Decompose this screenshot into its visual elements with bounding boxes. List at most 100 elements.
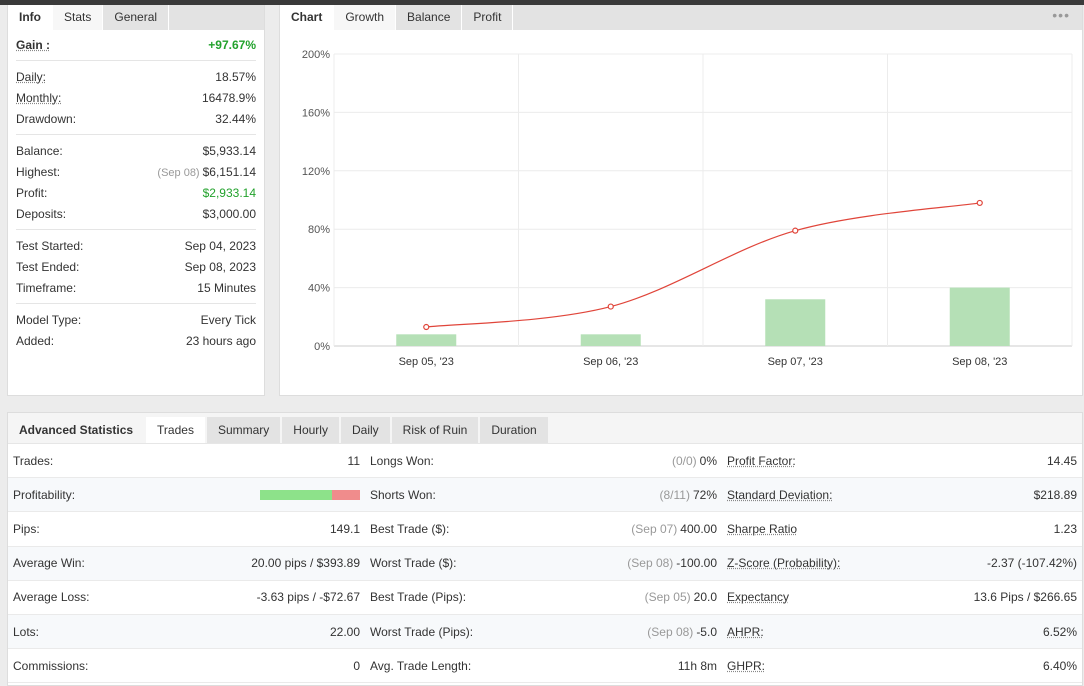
divider — [16, 229, 256, 230]
y-tick-label: 120% — [302, 166, 330, 178]
tab-balance[interactable]: Balance — [396, 5, 463, 30]
stat-label: Best Trade (Pips): — [370, 590, 467, 605]
test-started-value: Sep 04, 2023 — [184, 238, 256, 253]
stat-cell: AHPR: 6.52% — [722, 615, 1082, 648]
stat-label[interactable]: Expectancy — [727, 590, 790, 605]
stat-label[interactable]: AHPR: — [727, 624, 764, 639]
test-started-row: Test Started: Sep 04, 2023 — [16, 235, 256, 256]
balance-value: $5,933.14 — [202, 143, 256, 158]
deposits-row: Deposits: $3,000.00 — [16, 203, 256, 224]
stat-label[interactable]: Profit Factor: — [727, 453, 796, 468]
stats-table: Trades: 11 Longs Won: (0/0) 0% Profit Factor:… — [8, 444, 1082, 684]
added-label: Added: — [16, 333, 55, 348]
stat-label[interactable]: Sharpe Ratio — [727, 521, 798, 536]
tab-profit[interactable]: Profit — [462, 5, 514, 30]
tab-stats[interactable]: Stats — [53, 5, 104, 30]
monthly-value: 16478.9% — [201, 90, 256, 105]
balance-row: Balance: $5,933.14 — [16, 140, 256, 161]
tab-daily[interactable]: Daily — [340, 417, 390, 443]
stat-cell: Standard Deviation: $218.89 — [722, 478, 1082, 511]
profitability-win-segment — [260, 489, 332, 500]
x-tick-label: Sep 05, '23 — [399, 356, 454, 368]
test-started-label: Test Started: — [16, 238, 84, 253]
growth-chart: 0% 40% 80% 120% 160% 200% Sep 05, '23 Sep 06, '… — [280, 30, 1082, 390]
growth-line — [426, 202, 980, 328]
info-tabs: Info Stats General — [8, 5, 264, 30]
stat-cell: Worst Trade (Pips): (Sep 08) -5.0 — [365, 615, 722, 648]
tab-general[interactable]: General — [103, 5, 170, 30]
tab-risk-of-ruin[interactable]: Risk of Ruin — [391, 417, 479, 443]
test-ended-row: Test Ended: Sep 08, 2023 — [16, 256, 256, 277]
gain-label[interactable]: Gain : — [16, 37, 51, 52]
stat-value-wrap: (0/0) 0% — [672, 454, 717, 468]
model-type-row: Model Type: Every Tick — [16, 309, 256, 330]
balance-label: Balance: — [16, 143, 63, 158]
stat-cell: Best Trade ($): (Sep 07) 400.00 — [365, 512, 722, 545]
advanced-statistics-panel: Advanced Statistics Trades Summary Hourl… — [7, 412, 1083, 686]
info-body: Gain : +97.67% Daily: 18.57% Monthly: 16… — [8, 30, 264, 351]
stat-cell: Expectancy 13.6 Pips / $266.65 — [722, 581, 1082, 614]
profit-value: $2,933.14 — [202, 185, 256, 200]
x-tick-label: Sep 08, '23 — [952, 356, 1007, 368]
stat-label: Longs Won: — [370, 453, 434, 468]
stat-label[interactable]: Standard Deviation: — [727, 487, 833, 502]
x-tick-label: Sep 06, '23 — [583, 356, 638, 368]
drawdown-label: Drawdown: — [16, 111, 77, 126]
tab-summary[interactable]: Summary — [206, 417, 281, 443]
chart-panel: Chart Growth Balance Profit ••• 0% 40% 80%… — [279, 5, 1083, 396]
y-tick-label: 40% — [308, 283, 330, 295]
stat-label: Worst Trade ($): — [370, 556, 457, 571]
stat-cell: Avg. Trade Length: 11h 8m — [365, 649, 722, 682]
stat-cell: Pips: 149.1 — [8, 512, 365, 545]
model-type-value: Every Tick — [200, 312, 256, 327]
stat-detail: (0/0) — [671, 453, 697, 468]
stat-value: -100.00 — [676, 556, 717, 571]
stat-cell: Commissions: 0 — [8, 649, 365, 682]
info-panel: Info Stats General Gain : +97.67% Daily:… — [7, 5, 265, 396]
stat-label: Avg. Trade Length: — [370, 658, 472, 673]
bar — [396, 334, 457, 346]
tab-trades[interactable]: Trades — [146, 417, 205, 443]
advanced-tabs: Advanced Statistics Trades Summary Hourl… — [8, 413, 1082, 444]
stat-value: 400.00 — [680, 521, 717, 536]
highest-label: Highest: — [16, 164, 61, 179]
stat-cell: Best Trade (Pips): (Sep 05) 20.0 — [365, 581, 722, 614]
stat-value: 0% — [699, 453, 717, 468]
added-value: 23 hours ago — [185, 333, 256, 348]
tab-info[interactable]: Info — [8, 5, 53, 30]
stat-label: Commissions: — [13, 658, 89, 673]
table-row: Commissions: 0 Avg. Trade Length: 11h 8m GHP… — [8, 649, 1082, 684]
stat-cell: Z-Score (Probability): -2.37 (-107.42%) — [722, 547, 1082, 580]
stat-value: 20.00 pips / $393.89 — [251, 556, 360, 571]
stat-label[interactable]: GHPR: — [727, 658, 766, 673]
daily-label[interactable]: Daily: — [16, 69, 47, 84]
data-point — [976, 199, 983, 207]
tab-duration[interactable]: Duration — [480, 417, 548, 443]
more-options-icon[interactable]: ••• — [1052, 7, 1070, 23]
timeframe-label: Timeframe: — [16, 280, 77, 295]
deposits-value: $3,000.00 — [202, 206, 256, 221]
stat-label: Lots: — [13, 624, 40, 639]
stat-label[interactable]: Z-Score (Probability): — [727, 556, 841, 571]
stat-value-wrap: (Sep 07) 400.00 — [631, 522, 717, 536]
stat-value-wrap: (Sep 08) -100.00 — [627, 556, 717, 570]
stat-value: 20.0 — [693, 590, 717, 605]
stat-value: 22.00 — [329, 624, 360, 639]
stat-value: -2.37 (-107.42%) — [986, 556, 1077, 571]
table-row: Average Loss: -3.63 pips / -$72.67 Best Tr… — [8, 581, 1082, 615]
stat-detail: (Sep 08) — [627, 556, 674, 571]
stat-value-wrap: (Sep 08) -5.0 — [647, 625, 717, 639]
tab-chart[interactable]: Chart — [280, 5, 335, 30]
stat-value: 6.52% — [1042, 624, 1077, 639]
gain-value: +97.67% — [208, 37, 256, 52]
stat-label: Shorts Won: — [370, 487, 436, 502]
tab-growth[interactable]: Growth — [334, 5, 397, 30]
monthly-label[interactable]: Monthly: — [16, 90, 62, 105]
tab-hourly[interactable]: Hourly — [282, 417, 339, 443]
table-row: Trades: 11 Longs Won: (0/0) 0% Profit Factor:… — [8, 444, 1082, 479]
drawdown-value: 32.44% — [215, 111, 256, 126]
test-ended-value: Sep 08, 2023 — [184, 259, 256, 274]
stat-cell: Profitability: — [8, 478, 365, 511]
table-row: Profitability: Shorts Won: (8/11) 72% Standa… — [8, 478, 1082, 513]
table-row: Lots: 22.00 Worst Trade (Pips): (Sep 08) -5.… — [8, 614, 1082, 650]
